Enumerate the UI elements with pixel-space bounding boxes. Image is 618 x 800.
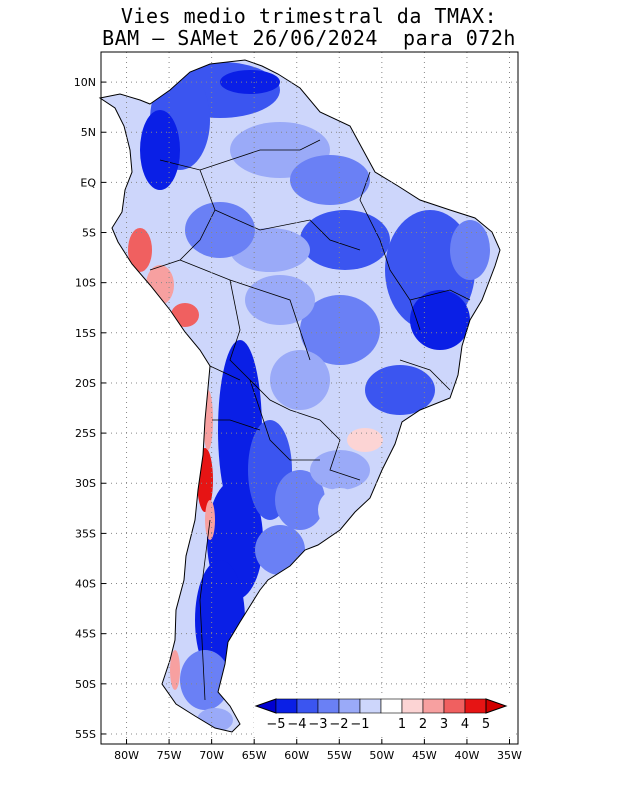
longitude-tick-label: 35W <box>497 749 522 762</box>
colorbar-max-arrow <box>485 698 508 714</box>
latitude-tick-label: 10N <box>74 76 96 89</box>
colorbar-segment <box>464 698 487 714</box>
longitude-tick-label: 75W <box>157 749 182 762</box>
latitude-tick-label: 50S <box>75 678 96 691</box>
colorbar-label: 1 <box>398 717 406 732</box>
latitude-tick-label: 40S <box>75 578 96 591</box>
colorbar-label: 2 <box>419 717 427 732</box>
longitude-tick-label: 55W <box>327 749 352 762</box>
colorbar-segment <box>443 698 466 714</box>
latitude-tick-label: 15S <box>75 327 96 340</box>
colorbar-label: −1 <box>350 717 369 732</box>
longitude-tick-label: 40W <box>455 749 480 762</box>
latitude-tick-label: 5S <box>82 227 96 240</box>
longitude-tick-label: 65W <box>242 749 267 762</box>
colorbar-segment <box>422 698 445 714</box>
colorbar-segment <box>359 698 382 714</box>
colorbar: −5 −4 −3 −2 −1 1 2 3 4 5 <box>254 695 512 735</box>
colorbar-label: 3 <box>440 717 448 732</box>
longitude-tick-label: 80W <box>114 749 139 762</box>
colorbar-segment <box>296 698 319 714</box>
latitude-tick-label: 45S <box>75 628 96 641</box>
colorbar-label: 4 <box>461 717 469 732</box>
colorbar-segment <box>317 698 340 714</box>
colorbar-label: −3 <box>308 717 327 732</box>
latitude-tick-label: 10S <box>75 277 96 290</box>
map-title-line-1: Vies medio trimestral da TMAX: <box>120 4 498 28</box>
colorbar-segment <box>338 698 361 714</box>
colorbar-segment <box>401 698 424 714</box>
map-title-line-2: BAM – SAMet 26/06/2024 para 072h <box>102 26 516 50</box>
latitude-tick-label: EQ <box>80 176 96 189</box>
country-borders <box>149 139 471 701</box>
longitude-tick-label: 70W <box>199 749 224 762</box>
latitude-tick-label: 35S <box>75 527 96 540</box>
longitude-tick-label: 50W <box>369 749 394 762</box>
longitude-tick-label: 60W <box>284 749 309 762</box>
latitude-tick-label: 30S <box>75 477 96 490</box>
lat-lon-grid <box>101 52 518 744</box>
latitude-tick-label: 20S <box>75 377 96 390</box>
colorbar-segment <box>275 698 298 714</box>
latitude-tick-labels: 10N 5N EQ 5S 10S 15S 20S 25S 30S 35S 40S 45S 50S 55S <box>74 76 106 741</box>
colorbar-label: 5 <box>482 717 490 732</box>
map-frame <box>100 51 519 745</box>
colorbar-label: −5 <box>266 717 285 732</box>
longitude-tick-labels: 80W 75W 70W 65W 60W 55W 50W 45W 40W 35W <box>114 739 522 762</box>
latitude-tick-label: 55S <box>75 728 96 741</box>
colorbar-segment <box>380 698 403 714</box>
colorbar-label: −2 <box>329 717 348 732</box>
colorbar-label: −4 <box>287 717 306 732</box>
latitude-tick-label: 5N <box>81 126 96 139</box>
latitude-tick-label: 25S <box>75 427 96 440</box>
longitude-tick-label: 45W <box>412 749 437 762</box>
